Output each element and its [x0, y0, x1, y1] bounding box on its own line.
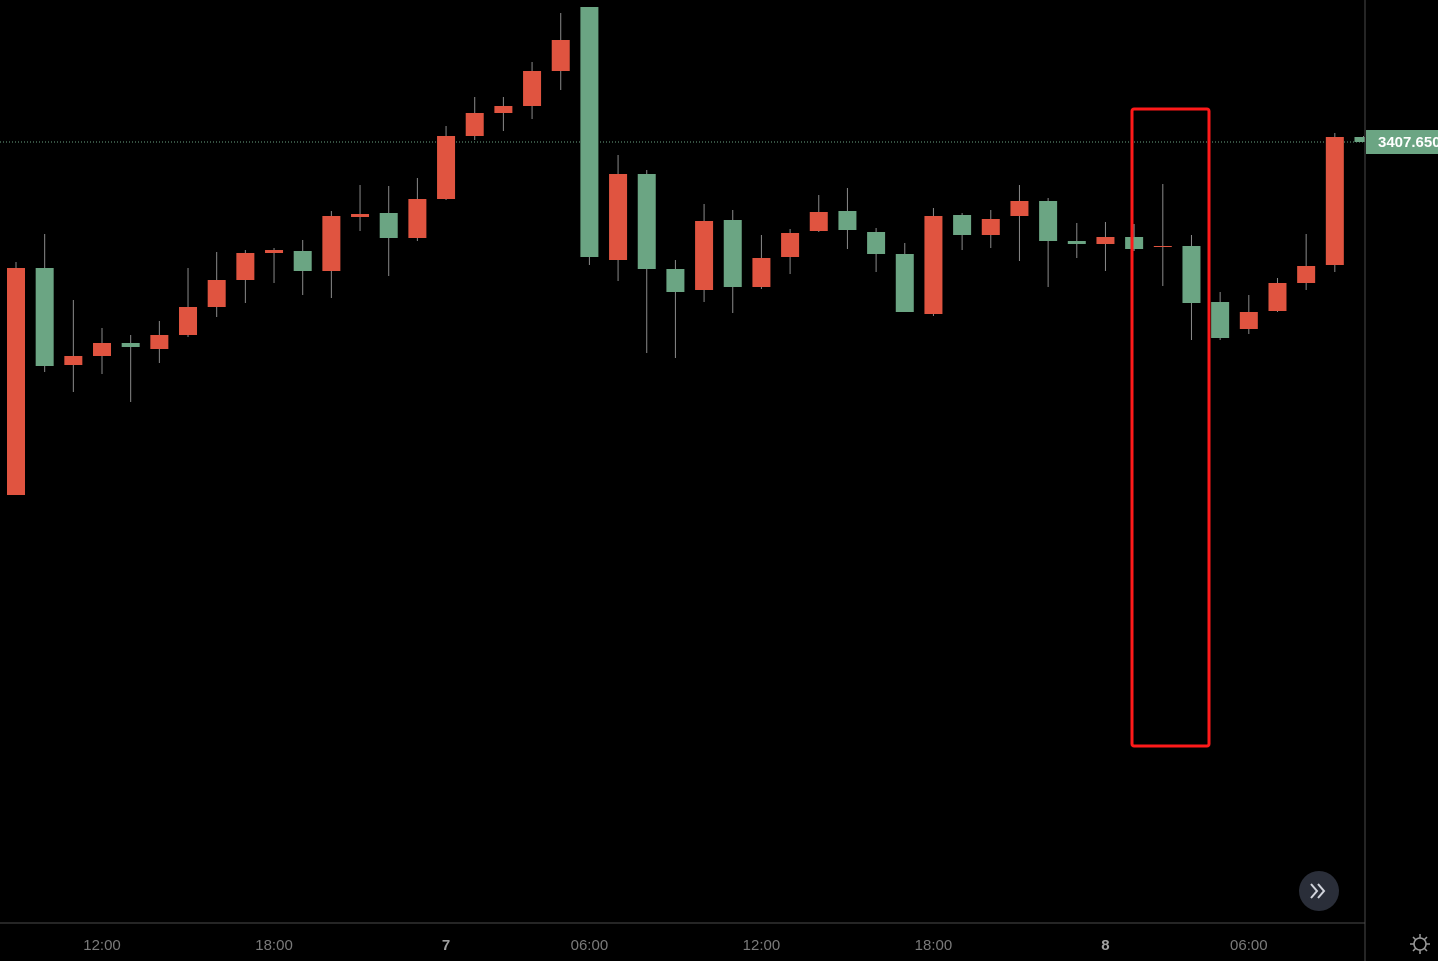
x-tick-label: 12:00 [743, 937, 781, 954]
candle-body [7, 268, 25, 495]
scroll-button[interactable] [1299, 871, 1339, 911]
candle-body [752, 258, 771, 287]
x-tick-label: 12:00 [83, 937, 121, 954]
candle-body [408, 199, 427, 238]
candle-body [1125, 237, 1144, 249]
candle-body [924, 216, 943, 314]
settings-button[interactable] [1410, 934, 1430, 954]
x-tick-label: 8 [1101, 937, 1109, 954]
candle-body [121, 343, 140, 347]
candle-body [981, 219, 1000, 235]
last-price-label: 3407.650 [1378, 134, 1438, 151]
x-tick-label: 18:00 [255, 937, 293, 954]
candle-body [1325, 137, 1344, 265]
candle-body [723, 220, 742, 287]
candle-body [953, 215, 972, 235]
highlight-box [1130, 107, 1211, 748]
scroll-button-bg[interactable] [1299, 871, 1339, 911]
last-price-badge [1366, 130, 1438, 154]
candle-body [1039, 201, 1058, 241]
candle-body [1297, 266, 1316, 283]
candle-body [609, 174, 628, 260]
candle-body [265, 250, 284, 253]
plot-area [0, 7, 1365, 495]
candle-body [64, 356, 83, 365]
candle-body [236, 253, 255, 280]
candle-body [895, 254, 914, 312]
candle-body [465, 113, 484, 136]
candle-body [551, 40, 570, 71]
candle-body [179, 307, 198, 335]
candle-body [35, 268, 54, 366]
gear-teeth[interactable] [1410, 934, 1430, 954]
candle-body [93, 343, 112, 356]
x-tick-label: 18:00 [915, 937, 953, 954]
candle-body [867, 232, 886, 254]
candle-body [379, 213, 398, 238]
candle-body [523, 71, 542, 106]
candle-body [437, 136, 456, 199]
candle-body [1268, 283, 1287, 311]
candle-body [207, 280, 226, 307]
candle-body [293, 251, 312, 271]
candle-body [1211, 302, 1230, 338]
candle-body [494, 106, 513, 113]
candle-body [838, 211, 857, 230]
candle-body [1067, 241, 1086, 244]
candle-body [322, 216, 341, 271]
candle-body [580, 7, 599, 257]
candle-body [1354, 137, 1365, 142]
candle-body [695, 221, 714, 290]
scroll-icon[interactable] [1310, 883, 1326, 899]
candle-body [1239, 312, 1258, 329]
candle-body [1153, 246, 1172, 247]
candle-body [351, 214, 370, 217]
x-tick-label: 06:00 [1230, 937, 1268, 954]
candle-body [781, 233, 800, 257]
candle-body [150, 335, 169, 349]
candle-body [1096, 237, 1115, 244]
candle-body [809, 212, 828, 231]
candle-body [1182, 246, 1201, 303]
candle-body [1010, 201, 1029, 216]
candle-body [666, 269, 685, 292]
candle-body [637, 174, 656, 269]
x-tick-label: 06:00 [571, 937, 609, 954]
x-tick-label: 7 [442, 937, 450, 954]
